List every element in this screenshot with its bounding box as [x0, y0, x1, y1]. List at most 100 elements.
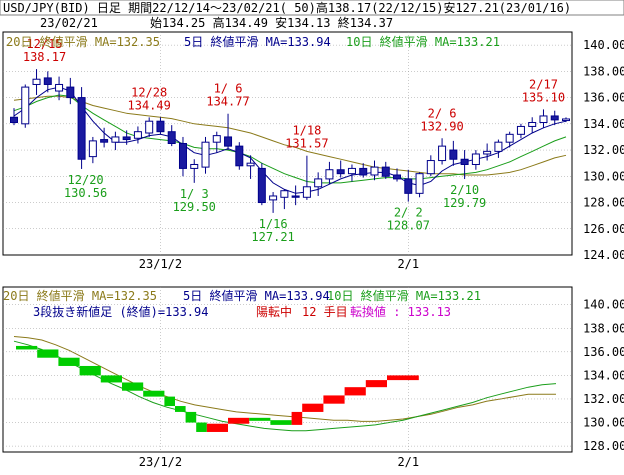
candle-body — [381, 166, 390, 177]
high-label-date: 2/17 — [529, 77, 558, 91]
y-tick-label: 138.00 — [583, 321, 624, 335]
candle-body — [66, 86, 75, 99]
candle-body — [404, 178, 413, 194]
kagi-block — [387, 375, 419, 381]
candle-body — [336, 169, 345, 175]
y-tick-label: 132.00 — [583, 143, 624, 157]
candle-body — [483, 150, 492, 155]
candle-body — [302, 186, 311, 198]
header-title: USD/JPY(BID) 日足 期間22/12/14～23/02/21( 50)… — [3, 0, 571, 15]
candle-body — [426, 160, 435, 175]
candle-body — [291, 195, 300, 198]
high-label-value: 132.90 — [420, 119, 463, 133]
candle-body — [190, 163, 199, 169]
kagi-info-reversal: 転換値 : 133.13 — [350, 304, 451, 319]
x-tick-label: 2/1 — [397, 455, 419, 469]
x-tick-label: 23/1/2 — [139, 257, 182, 271]
low-label-value: 130.56 — [64, 186, 107, 200]
candle-body — [133, 131, 142, 139]
high-label-date: 12/15 — [26, 37, 62, 51]
candle-body — [528, 122, 537, 127]
low-label-date: 2/ 2 — [394, 206, 423, 220]
x-tick-label: 23/1/2 — [139, 455, 182, 469]
y-tick-label: 124.00 — [583, 248, 624, 262]
kagi-info-step: 12 手目 — [302, 305, 348, 319]
kagi-block — [58, 357, 80, 366]
y-tick-label: 136.00 — [583, 345, 624, 359]
low-label-value: 129.50 — [173, 200, 216, 214]
candle-body — [269, 195, 278, 201]
candle-body — [224, 136, 233, 147]
high-label-value: 134.49 — [128, 98, 171, 112]
candle-body — [494, 141, 503, 152]
low-label-value: 127.21 — [251, 230, 294, 244]
high-label-date: 1/ 6 — [214, 82, 243, 96]
candle-body — [246, 162, 255, 167]
kagi-block — [270, 420, 292, 425]
low-label-date: 1/ 3 — [180, 187, 209, 201]
kagi-block — [291, 411, 303, 425]
candle-body — [449, 149, 458, 160]
candle-body — [393, 174, 402, 180]
y-tick-label: 140.00 — [583, 298, 624, 312]
candle-body — [167, 131, 176, 145]
y-tick-label: 132.00 — [583, 392, 624, 406]
top-legend: 20日 終値平滑 MA=132.35 5日 終値平滑 MA=133.94 10日… — [6, 34, 500, 49]
kagi-info-status: 陽転中 — [256, 304, 292, 319]
candle-body — [156, 120, 165, 133]
candle-body — [201, 141, 210, 168]
low-label-date: 1/16 — [259, 217, 288, 231]
candlestick-chart: 124.00 126.00 128.00 130.00 132.00 134.00 136.… — [2, 31, 624, 432]
y-tick-label: 128.00 — [583, 439, 624, 453]
kagi-block — [302, 403, 324, 412]
header-bar — [0, 0, 624, 16]
kagi-block — [323, 395, 345, 404]
low-label-date: 2/10 — [450, 183, 479, 197]
y-tick-label: 126.00 — [583, 222, 624, 236]
candle-body — [325, 169, 334, 180]
candle-body — [100, 139, 109, 143]
kagi-info-value: 3段抜き新値足 (終値)=133.94 — [33, 304, 208, 319]
ma10-line — [13, 94, 567, 184]
bottom-legend: 20日 終値平滑 MA=132.35 5日 終値平滑 MA=133.94 10日… — [3, 288, 481, 319]
legend-ma20: 20日 終値平滑 MA=132.35 — [6, 34, 160, 49]
candle-body — [460, 158, 469, 165]
kagi-block — [164, 396, 175, 407]
legend-ma10-b: 10日 終値平滑 MA=133.21 — [327, 288, 481, 303]
candle-body — [111, 136, 120, 143]
candle-body — [145, 120, 154, 134]
y-tick-label: 128.00 — [583, 196, 624, 210]
kagi-block — [206, 423, 228, 432]
legend-ma5: 5日 終値平滑 MA=133.94 — [184, 34, 331, 49]
candle-body — [539, 115, 548, 124]
candle-body — [280, 190, 289, 198]
kagi-block — [196, 422, 207, 432]
kagi-chart: 128.00 130.00 132.00 134.00 136.00 138.00 140.… — [2, 286, 624, 469]
candle-body — [562, 118, 570, 122]
candle-body — [32, 78, 41, 85]
candle-body — [178, 143, 187, 169]
candle-body — [21, 86, 30, 125]
candle-body — [77, 97, 86, 160]
high-label-value: 131.57 — [285, 137, 328, 151]
high-label-value: 134.77 — [206, 95, 249, 109]
high-label-value: 135.10 — [522, 90, 565, 104]
y-tick-label: 136.00 — [583, 91, 624, 105]
kagi-block — [37, 349, 59, 358]
candle-body — [10, 116, 18, 124]
y-tick-label: 130.00 — [583, 169, 624, 183]
high-label-value: 138.17 — [23, 50, 66, 64]
kagi-block — [185, 411, 197, 423]
candle-body — [257, 167, 266, 204]
plot-frame — [2, 286, 573, 453]
candle-body — [314, 178, 323, 188]
low-label-date: 12/20 — [68, 173, 104, 187]
ma20-line — [13, 95, 567, 176]
kagi-block — [79, 365, 101, 376]
kagi-block — [249, 417, 271, 421]
y-tick-label: 134.00 — [583, 368, 624, 382]
candle-body — [55, 83, 64, 92]
high-label-date: 12/28 — [131, 85, 167, 99]
candle-body — [505, 133, 514, 143]
